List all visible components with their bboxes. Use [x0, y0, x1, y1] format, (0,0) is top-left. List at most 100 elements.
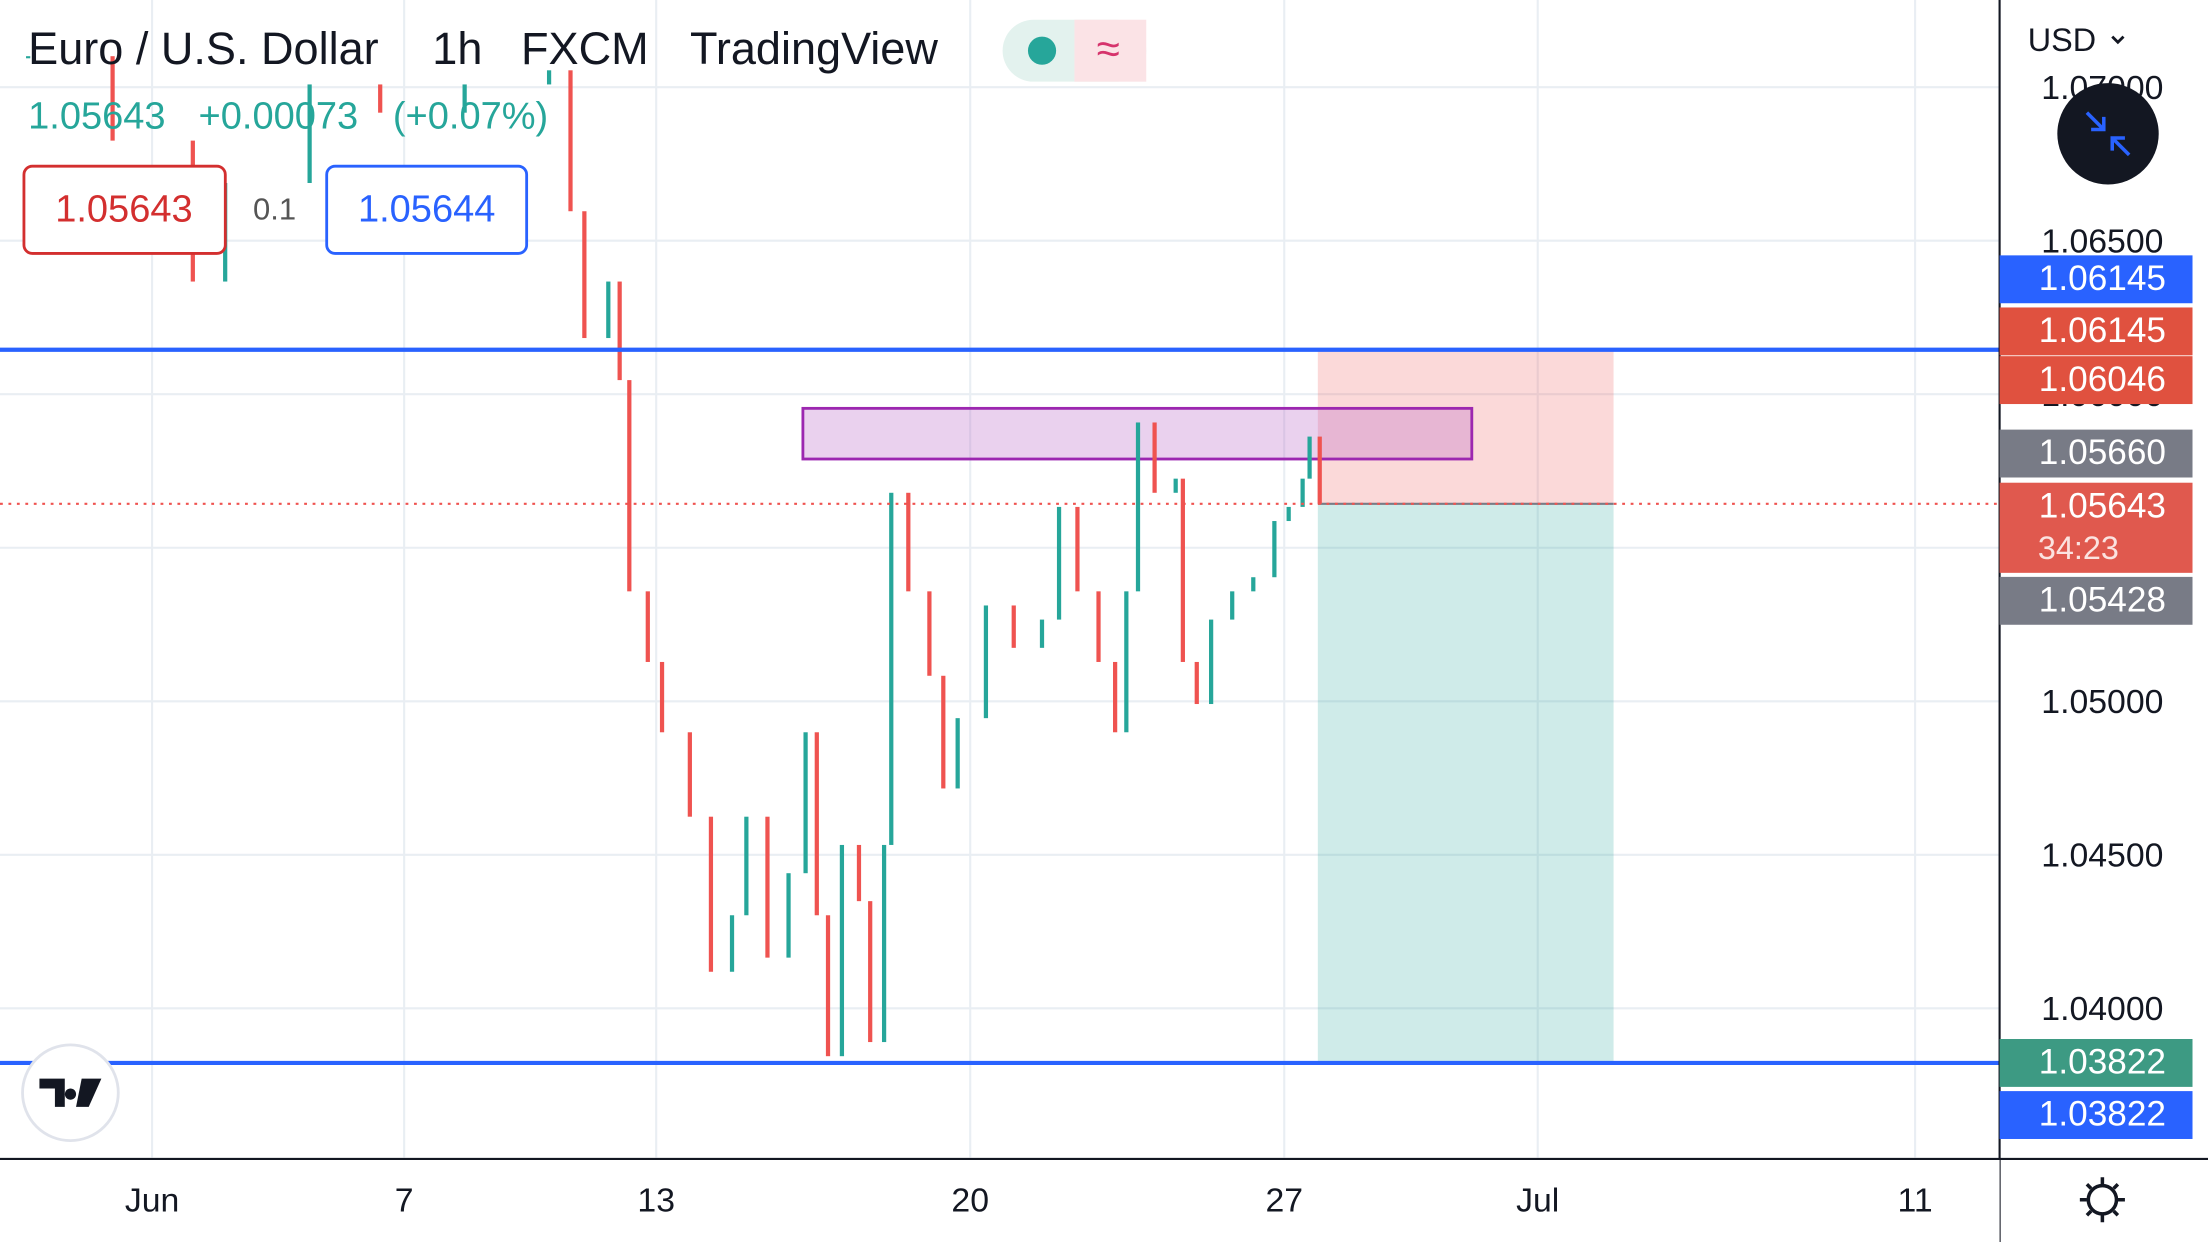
- source: FXCM: [521, 23, 649, 74]
- price-badge-label: 1.06145: [2039, 311, 2166, 350]
- candle: [765, 816, 770, 958]
- status-pill: [1074, 19, 1147, 82]
- interval[interactable]: 1h: [432, 23, 482, 74]
- last-price: 1.05643: [28, 95, 165, 137]
- candle: [26, 56, 31, 59]
- candle: [1011, 605, 1016, 648]
- candle: [606, 281, 611, 339]
- price-badge-label: 1.06046: [2039, 360, 2166, 399]
- candle: [814, 732, 819, 916]
- price-badge: [1999, 307, 2193, 356]
- target-zone: [1317, 503, 1614, 1063]
- candle: [1096, 591, 1101, 662]
- price-badge-label: 1.05660: [2039, 433, 2166, 472]
- candle: [1113, 661, 1118, 733]
- delay-icon: ≈: [1097, 25, 1120, 72]
- price-badge: [1999, 429, 2193, 478]
- candle: [1317, 436, 1322, 504]
- price-badge-label: 1.05643: [2039, 486, 2166, 525]
- candle: [983, 605, 989, 719]
- price-badge: [1999, 482, 2193, 573]
- candle: [708, 816, 714, 972]
- candle: [1124, 591, 1129, 733]
- tv-logo: [39, 1078, 102, 1107]
- candle: [1230, 591, 1235, 620]
- change: +0.00073: [199, 95, 359, 137]
- candle: [941, 675, 946, 789]
- currency[interactable]: USD: [2028, 22, 2096, 58]
- candle: [881, 844, 887, 1043]
- price-badge-label: 1.06145: [2039, 259, 2166, 298]
- candle: [868, 901, 873, 1043]
- y-tick-label: 1.06500: [2041, 222, 2163, 260]
- candle: [889, 492, 894, 845]
- time-axis-bg: [0, 1158, 2000, 1242]
- candle: [627, 380, 632, 592]
- candle: [906, 492, 911, 592]
- candle: [839, 844, 845, 1057]
- stop-zone: [1317, 349, 1614, 504]
- chevron: [2111, 35, 2125, 45]
- price-badge: [1999, 576, 2193, 625]
- candle: [617, 281, 622, 381]
- candle: [110, 56, 115, 141]
- price-badge: [1999, 356, 2193, 405]
- candle: [786, 873, 791, 958]
- candle: [546, 70, 552, 85]
- change-pct: (+0.07%): [393, 95, 548, 137]
- x-tick-label: Jun: [125, 1181, 179, 1219]
- candle: [1056, 506, 1062, 620]
- price-badge: [1999, 1039, 2193, 1087]
- candle: [927, 591, 932, 676]
- sell-button[interactable]: [22, 164, 227, 255]
- candle: [582, 211, 587, 339]
- candle: [659, 661, 665, 733]
- candle: [1173, 478, 1178, 493]
- candle: [1300, 478, 1305, 507]
- plot: [0, 0, 2000, 1158]
- candle: [729, 915, 735, 972]
- spread: 0.1: [253, 191, 296, 226]
- candle: [687, 732, 692, 817]
- symbol: Euro / U.S. Dollar: [28, 23, 378, 74]
- x-tick-label: 27: [1265, 1181, 1303, 1219]
- price-badge-label: 1.03822: [2039, 1043, 2166, 1082]
- candle: [1307, 436, 1312, 479]
- header: Euro / U.S. Dollar 1h FXCM TradingView ≈…: [21, 19, 2159, 1223]
- candle: [955, 718, 960, 789]
- collapse-button[interactable]: [2057, 83, 2159, 185]
- x-tick-label: 11: [1898, 1181, 1933, 1219]
- candle: [803, 732, 808, 874]
- price-badge: [1999, 1091, 2193, 1139]
- buy-button[interactable]: [325, 164, 529, 255]
- candle: [1286, 506, 1291, 522]
- platform: TradingView: [690, 23, 938, 74]
- candle: [645, 591, 650, 662]
- price-badge: [1999, 255, 2193, 304]
- candle: [568, 70, 573, 212]
- candle: [307, 84, 312, 183]
- candle: [1135, 422, 1141, 592]
- settings-icon[interactable]: [2086, 1183, 2119, 1216]
- price-badge-label: 1.05428: [2039, 581, 2166, 620]
- candle: [825, 915, 831, 1057]
- bid: 1.05643: [55, 188, 192, 230]
- candle: [1272, 521, 1277, 578]
- y-tick-label: 1.05000: [2041, 683, 2163, 721]
- candle: [1194, 661, 1199, 705]
- x-tick-label: Jul: [1516, 1181, 1559, 1219]
- countdown: 34:23: [2038, 530, 2119, 566]
- x-tick-label: 20: [951, 1181, 989, 1219]
- x-tick-label: 7: [395, 1181, 414, 1219]
- candle: [856, 844, 862, 902]
- candle: [1209, 619, 1214, 705]
- candle: [1152, 422, 1157, 493]
- candle: [1039, 619, 1045, 648]
- candle: [744, 816, 749, 916]
- candle: [1180, 478, 1185, 662]
- ask: 1.05644: [358, 188, 495, 230]
- collapse-icon: [2085, 111, 2131, 157]
- candle: [378, 84, 383, 113]
- x-tick-label: 13: [637, 1181, 675, 1219]
